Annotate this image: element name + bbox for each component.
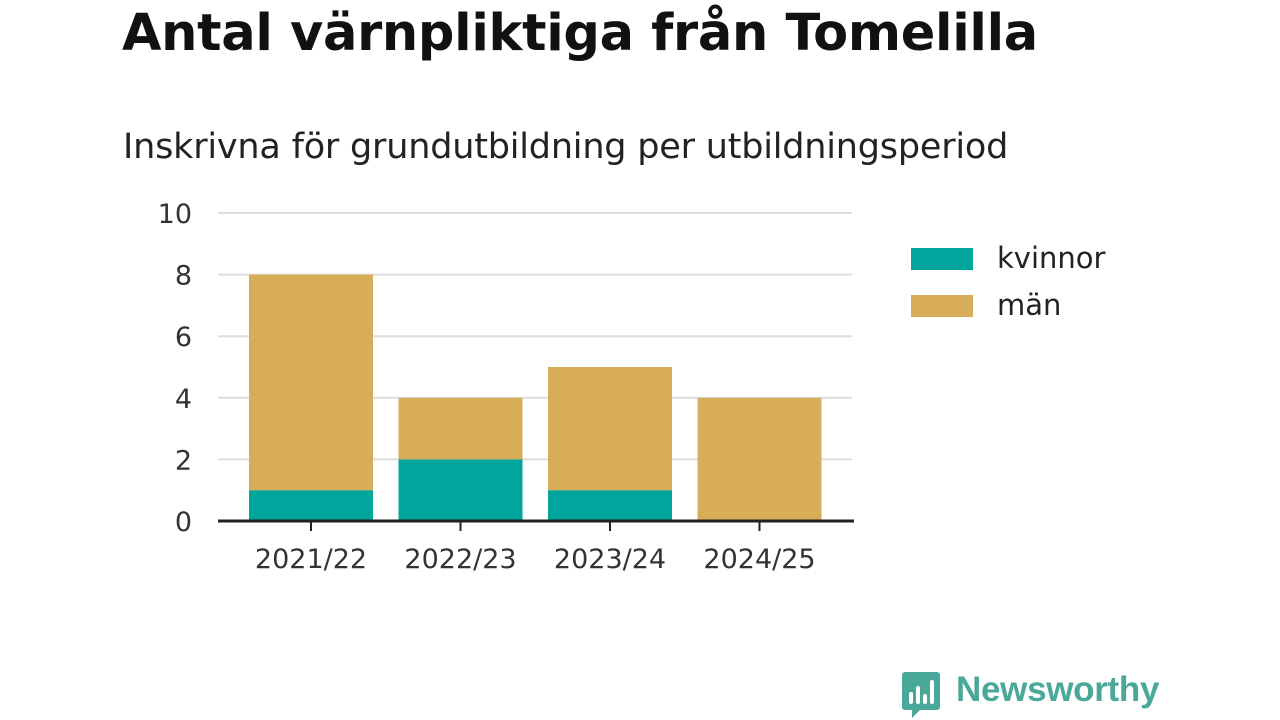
bar-segment-man <box>249 274 373 491</box>
x-tick-label: 2021/22 <box>255 544 367 575</box>
bar-segment-kvinnor <box>249 490 373 521</box>
y-tick-label: 6 <box>175 322 192 353</box>
y-tick-label: 10 <box>158 199 192 230</box>
y-tick-label: 4 <box>175 384 192 415</box>
chart-title: Antal värnpliktiga från Tomelilla <box>122 4 1038 63</box>
legend-label-man: män <box>997 288 1062 322</box>
y-tick-label: 8 <box>175 261 192 292</box>
bar-segment-man <box>398 397 523 460</box>
legend-swatch-kvinnor <box>911 248 973 270</box>
chart-subtitle: Inskrivna för grundutbildning per utbild… <box>123 127 1009 167</box>
x-tick-label: 2023/24 <box>554 544 666 575</box>
bar-segment-kvinnor <box>398 459 523 521</box>
bar-segment-man <box>548 367 672 491</box>
bar-segment-kvinnor <box>548 490 672 521</box>
newsworthy-logo-icon <box>902 672 940 718</box>
legend-label-kvinnor: kvinnor <box>997 241 1106 275</box>
x-tick-label: 2022/23 <box>404 544 516 575</box>
bar-segment-man <box>697 397 822 521</box>
y-tick-label: 0 <box>175 507 192 538</box>
newsworthy-logo-text: Newsworthy <box>956 670 1160 709</box>
legend-swatch-man <box>911 295 973 317</box>
x-tick-label: 2024/25 <box>703 544 815 575</box>
y-tick-label: 2 <box>175 445 192 476</box>
